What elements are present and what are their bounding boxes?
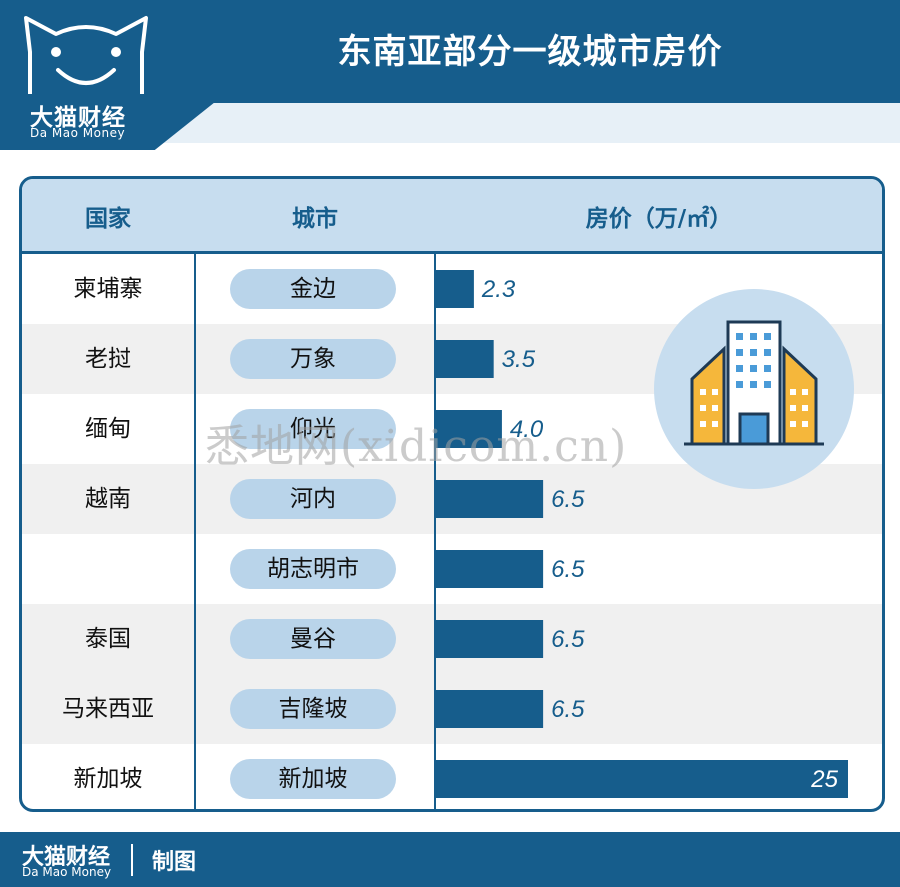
bar (436, 550, 544, 588)
bar-value-label: 6.5 (551, 486, 585, 513)
bar-value-label: 25 (810, 766, 838, 793)
footer-logo-text: 大猫财经 (22, 845, 111, 870)
price-table: 国家 城市 房价（万/㎡） 柬埔寨 金边老挝 万象缅甸 仰光越南 河内胡志明市泰国 曼谷马… (19, 176, 885, 812)
bar (436, 480, 544, 518)
bar (436, 690, 544, 728)
logo-text: 大猫财经 (30, 105, 126, 131)
bar-value-label: 4.0 (510, 416, 544, 443)
country-cell: 老挝 (85, 346, 131, 372)
column-divider-2 (434, 254, 436, 809)
logo-subtext: Da Mao Money (30, 126, 126, 140)
footer-bar: 大猫财经 Da Mao Money 制图 (0, 832, 900, 887)
logo-tab: 大猫财经 Da Mao Money (0, 0, 215, 150)
city-pill: 吉隆坡 (230, 689, 396, 729)
country-cell: 新加坡 (73, 766, 143, 792)
bar (436, 340, 494, 378)
bar-value-label: 2.3 (481, 276, 516, 303)
col-header-price: 房价（万/㎡） (585, 206, 733, 232)
country-cell: 柬埔寨 (73, 276, 143, 302)
country-cell: 泰国 (85, 626, 131, 652)
bar-value-label: 6.5 (551, 696, 585, 723)
bar-value-label: 3.5 (502, 346, 536, 373)
city-pill: 胡志明市 (230, 549, 396, 589)
country-cell: 马来西亚 (62, 696, 154, 722)
watermark: 悉地网(xidicom.cn) (205, 421, 628, 472)
building-icon (654, 289, 854, 489)
bar-value-label: 6.5 (551, 626, 585, 653)
page-title: 东南亚部分一级城市房价 (337, 32, 723, 72)
country-cell: 缅甸 (85, 416, 131, 442)
cat-logo-icon (24, 16, 148, 94)
city-pill: 万象 (230, 339, 396, 379)
col-header-country: 国家 (85, 206, 131, 232)
bar (436, 760, 848, 798)
city-pill: 仰光 (230, 409, 396, 449)
bar (436, 620, 544, 658)
bar-value-label: 6.5 (551, 556, 585, 583)
city-pill: 河内 (230, 479, 396, 519)
city-pill: 金边 (230, 269, 396, 309)
footer-divider (131, 844, 133, 876)
column-divider-1 (194, 254, 196, 809)
table-header: 国家 城市 房价（万/㎡） (22, 179, 882, 254)
bar (436, 270, 474, 308)
footer-logo-subtext: Da Mao Money (22, 865, 112, 879)
city-pill: 曼谷 (230, 619, 396, 659)
footer-credit: 制图 (152, 850, 197, 875)
bar (436, 410, 502, 448)
country-cell: 越南 (85, 486, 131, 512)
bar-chart: 2.3 3.5 4.0 6.5 6.5 6.5 6.5 25 (436, 270, 848, 798)
col-header-city: 城市 (292, 206, 338, 232)
city-pill: 新加坡 (230, 759, 396, 799)
